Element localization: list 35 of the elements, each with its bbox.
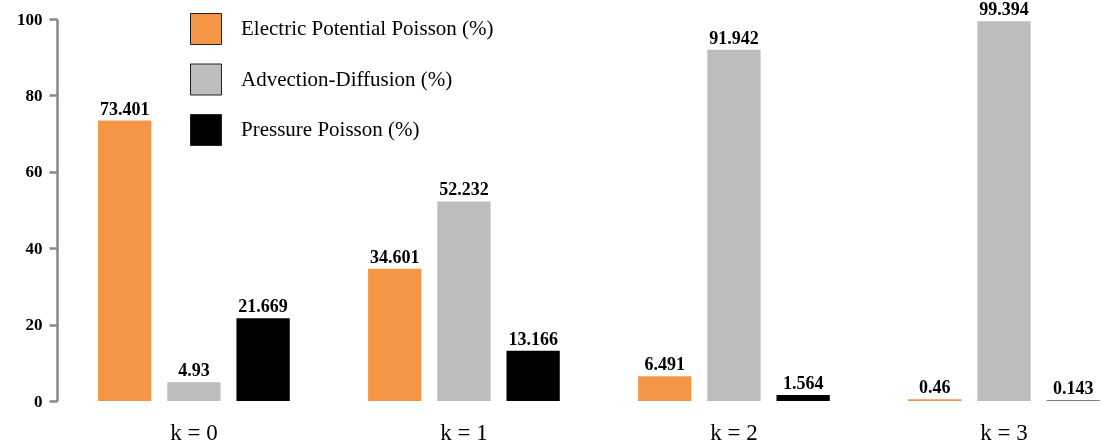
legend-label: Electric Potential Poisson (%) xyxy=(241,16,494,40)
bar xyxy=(707,49,761,401)
x-tick-label: k = 2 xyxy=(710,419,758,445)
data-label: 4.93 xyxy=(178,360,210,381)
bar xyxy=(506,350,560,401)
bar xyxy=(368,268,422,401)
data-label: 6.491 xyxy=(644,354,685,375)
bar xyxy=(167,382,221,401)
data-label: 52.232 xyxy=(439,179,489,200)
data-label: 0.46 xyxy=(919,377,951,398)
data-label: 1.564 xyxy=(782,373,824,394)
data-label: 91.942 xyxy=(709,27,759,48)
bar xyxy=(236,318,290,401)
bar xyxy=(638,376,692,401)
data-label: 0.143 xyxy=(1052,378,1094,399)
data-label: 73.401 xyxy=(99,98,150,119)
legend-label: Advection-Diffusion (%) xyxy=(241,66,453,91)
y-tick-label: 40 xyxy=(25,238,43,258)
data-label: 21.669 xyxy=(238,296,288,317)
bar xyxy=(977,21,1031,401)
x-tick-label: k = 3 xyxy=(980,419,1028,445)
y-tick-label: 80 xyxy=(25,85,43,105)
data-label: 34.601 xyxy=(369,246,420,267)
x-tick-label: k = 0 xyxy=(170,419,218,445)
y-tick-label: 100 xyxy=(17,9,43,29)
data-label: 99.394 xyxy=(979,0,1029,20)
legend-label: Pressure Poisson (%) xyxy=(241,117,420,141)
y-tick-label: 20 xyxy=(25,315,43,335)
bar xyxy=(437,201,491,401)
x-tick-label: k = 1 xyxy=(440,419,488,445)
data-label: 13.166 xyxy=(508,328,558,349)
bar xyxy=(776,395,830,401)
bar xyxy=(98,120,152,401)
y-tick-label: 60 xyxy=(25,162,43,182)
y-tick-label: 0 xyxy=(34,391,43,411)
